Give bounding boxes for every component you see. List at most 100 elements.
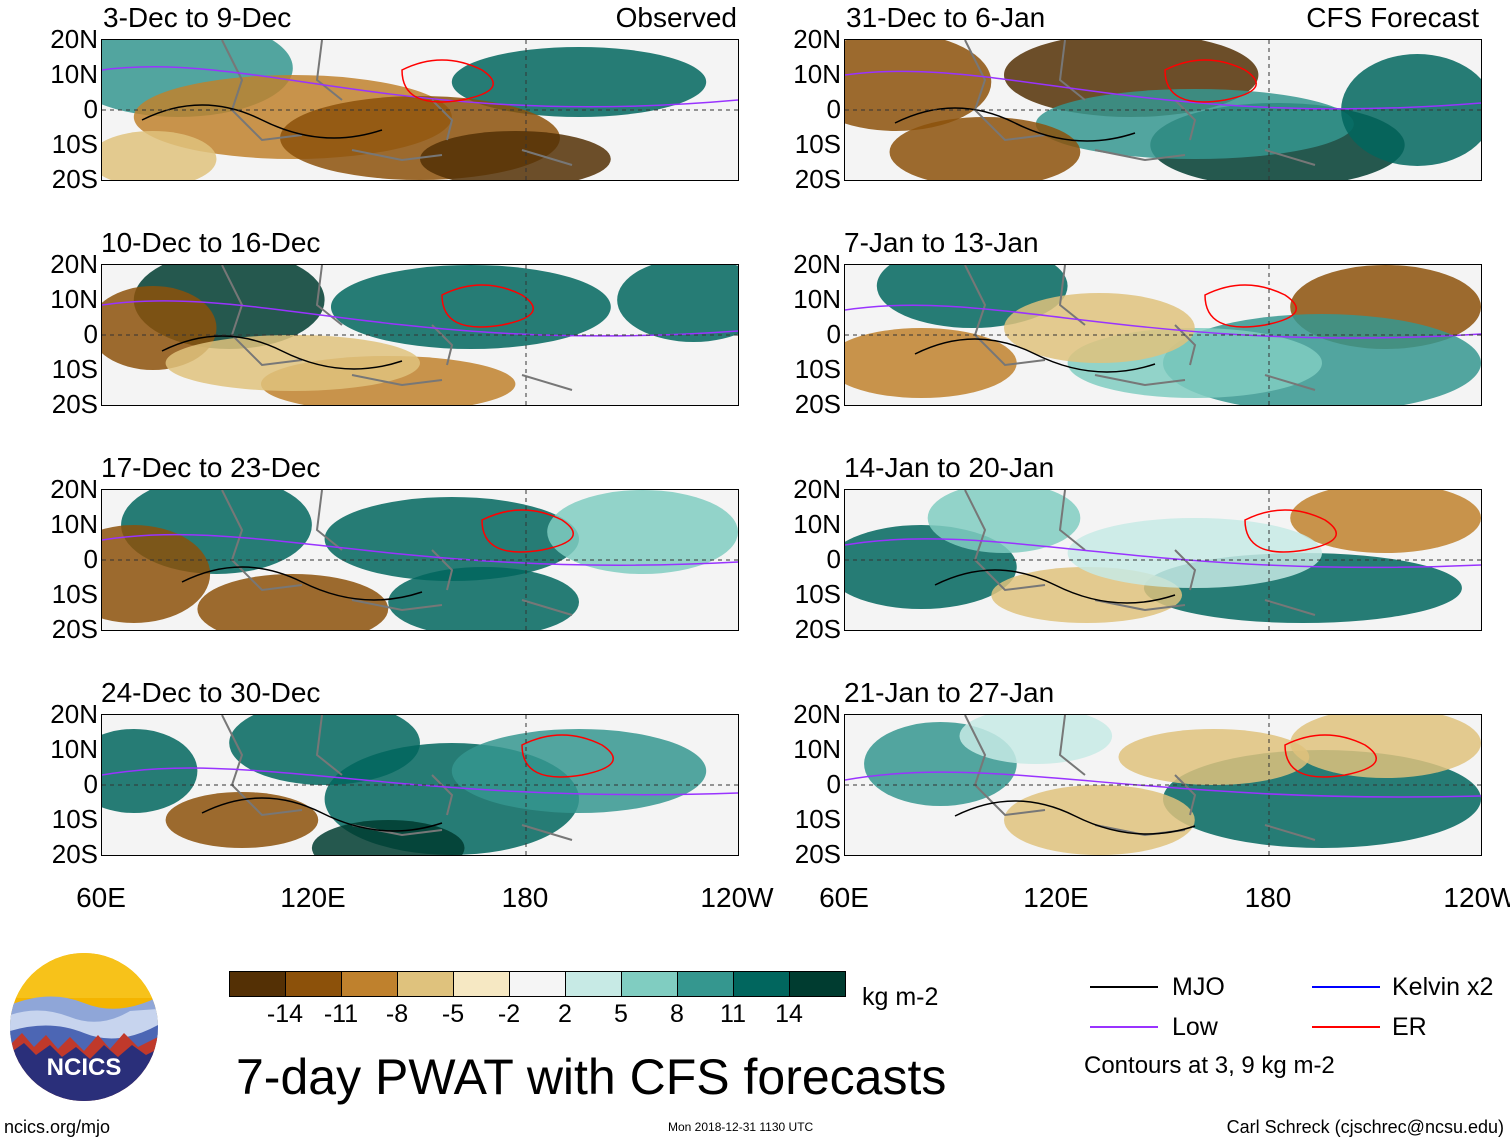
lat-label: 20S bbox=[794, 389, 841, 419]
panel-title-0: 3-Dec to 9-Dec bbox=[103, 2, 292, 33]
lat-label: 10S bbox=[794, 129, 841, 159]
legend-er-label: ER bbox=[1392, 1013, 1427, 1041]
map-panel-4 bbox=[101, 489, 739, 631]
lat-label: 10N bbox=[793, 59, 841, 89]
legend-kelvin-line bbox=[1312, 986, 1380, 988]
contour-mjo bbox=[954, 800, 1196, 835]
colorbar-tick: -5 bbox=[441, 1000, 465, 1028]
pwat-anomaly-1 bbox=[102, 525, 211, 623]
pwat-anomaly-5 bbox=[1004, 293, 1195, 363]
colorbar-tick: -8 bbox=[385, 1000, 409, 1028]
map-panel-5 bbox=[844, 489, 1482, 631]
footer-url[interactable]: ncics.org/mjo bbox=[4, 1117, 111, 1137]
map-panel-1 bbox=[844, 39, 1482, 181]
lon-label: 120W bbox=[1443, 882, 1510, 913]
contour-mjo bbox=[181, 566, 423, 601]
contour-low bbox=[102, 65, 738, 108]
colorbar-swatch bbox=[790, 972, 845, 996]
lat-label: 0 bbox=[83, 319, 98, 349]
map-field-6 bbox=[102, 715, 738, 855]
colorbar-tick: 11 bbox=[720, 1000, 746, 1028]
pwat-anomaly-2 bbox=[1290, 490, 1481, 553]
lat-label: 20N bbox=[793, 249, 841, 279]
pwat-anomaly-3 bbox=[165, 792, 319, 848]
contour-er bbox=[481, 509, 574, 553]
contour-low bbox=[845, 70, 1481, 110]
legend-mjo-label: MJO bbox=[1172, 973, 1225, 1001]
map-panel-3 bbox=[844, 264, 1482, 406]
legend-contour-note: Contours at 3, 9 kg m-2 bbox=[1084, 1052, 1335, 1079]
lat-label: 20N bbox=[793, 24, 841, 54]
main-title: 7-day PWAT with CFS forecasts bbox=[236, 1049, 947, 1105]
pwat-anomaly-5 bbox=[165, 335, 420, 391]
logo-text: NCICS bbox=[47, 1054, 122, 1081]
footer-credit: Carl Schreck (cjschrec@ncsu.edu) bbox=[1226, 1117, 1504, 1137]
panel-tag-observed: Observed bbox=[615, 2, 737, 33]
contour-er bbox=[401, 59, 494, 103]
lon-label: 60E bbox=[76, 882, 126, 913]
lat-label: 10N bbox=[50, 59, 98, 89]
panel-tag-forecast: CFS Forecast bbox=[1306, 2, 1479, 33]
contour-mjo bbox=[934, 569, 1176, 604]
lon-label: 120W bbox=[700, 882, 774, 913]
pwat-anomaly-4 bbox=[845, 328, 1017, 398]
pwat-anomaly-3 bbox=[617, 265, 738, 342]
lat-label: 10S bbox=[794, 804, 841, 834]
pwat-anomaly-5 bbox=[547, 490, 738, 574]
map-panel-7 bbox=[844, 714, 1482, 856]
pwat-anomaly-4 bbox=[1118, 729, 1310, 785]
lon-label: 120E bbox=[280, 882, 346, 913]
pwat-anomaly-2 bbox=[324, 497, 579, 581]
contour-low bbox=[102, 300, 738, 337]
lat-label: 20S bbox=[794, 164, 841, 194]
lat-label: 0 bbox=[83, 94, 98, 124]
pwat-anomaly-0 bbox=[102, 729, 198, 813]
lat-label: 0 bbox=[826, 319, 841, 349]
contour-low bbox=[845, 538, 1481, 569]
colorbar-tick: 8 bbox=[670, 1000, 684, 1028]
panel-title-5: 14-Jan to 20-Jan bbox=[844, 452, 1055, 483]
lat-label: 20N bbox=[50, 474, 98, 504]
lat-label: 20N bbox=[793, 699, 841, 729]
lat-label: 20S bbox=[51, 839, 98, 869]
panel-title-7: 21-Jan to 27-Jan bbox=[844, 677, 1055, 708]
colorbar-swatch bbox=[678, 972, 734, 996]
colorbar-tick: -11 bbox=[323, 1000, 359, 1028]
pwat-anomaly-4 bbox=[1067, 518, 1322, 588]
map-field-7 bbox=[845, 715, 1481, 855]
pwat-anomaly-4 bbox=[1341, 54, 1481, 166]
lat-label: 10S bbox=[794, 354, 841, 384]
map-panel-6 bbox=[101, 714, 739, 856]
colorbar-units: kg m-2 bbox=[862, 983, 939, 1011]
colorbar-tick: -2 bbox=[497, 1000, 521, 1028]
lat-label: 20N bbox=[793, 474, 841, 504]
lat-label: 10N bbox=[50, 284, 98, 314]
colorbar-swatch bbox=[230, 972, 286, 996]
lon-label: 180 bbox=[501, 882, 549, 913]
lat-label: 20S bbox=[794, 839, 841, 869]
colorbar-tick: 5 bbox=[614, 1000, 628, 1028]
panel-title-3: 7-Jan to 13-Jan bbox=[844, 227, 1039, 258]
colorbar-swatch bbox=[398, 972, 454, 996]
legend-mjo-line bbox=[1090, 986, 1158, 988]
map-panel-0 bbox=[101, 39, 739, 181]
colorbar-swatch bbox=[622, 972, 678, 996]
footer-timestamp: Mon 2018-12-31 1130 UTC bbox=[668, 1120, 814, 1134]
panel-title-2: 10-Dec to 16-Dec bbox=[101, 227, 321, 258]
pwat-anomaly-0 bbox=[845, 40, 992, 131]
map-field-4 bbox=[102, 490, 738, 630]
lat-label: 10N bbox=[793, 284, 841, 314]
lon-label: 60E bbox=[819, 882, 869, 913]
lat-label: 20N bbox=[50, 249, 98, 279]
lon-label: 180 bbox=[1244, 882, 1292, 913]
pwat-anomaly-5 bbox=[311, 820, 465, 855]
pwat-anomaly-5 bbox=[102, 131, 217, 180]
pwat-anomaly-3 bbox=[197, 574, 389, 630]
pwat-anomaly-1 bbox=[330, 265, 611, 349]
pwat-anomaly-3 bbox=[1004, 785, 1195, 855]
pwat-anomaly-2 bbox=[451, 47, 707, 117]
contour-er bbox=[1204, 284, 1297, 328]
colorbar-tick: -14 bbox=[266, 1000, 304, 1028]
lat-label: 10N bbox=[50, 509, 98, 539]
lat-label: 20N bbox=[50, 24, 98, 54]
